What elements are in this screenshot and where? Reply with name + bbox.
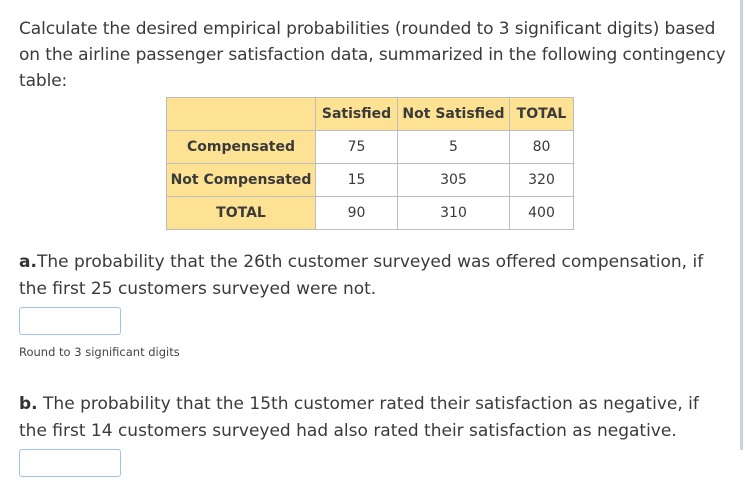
table-row-total: TOTAL 90 310 400	[166, 196, 574, 230]
cell-total-not-satisfied: 310	[397, 196, 510, 230]
question-a-letter: a.	[19, 252, 37, 272]
column-header-total: TOTAL	[509, 97, 574, 131]
cell-compensated-satisfied: 75	[315, 130, 398, 164]
cell-not-compensated-total: 320	[509, 163, 574, 197]
question-b-text: The probability that the 15th customer r…	[19, 394, 699, 441]
cell-grand-total: 400	[509, 196, 574, 230]
scroll-edge-divider	[740, 0, 743, 450]
answer-b-input[interactable]	[19, 449, 121, 477]
cell-total-satisfied: 90	[315, 196, 398, 230]
problem-intro: Calculate the desired empirical probabil…	[19, 19, 726, 91]
question-a-text: The probability that the 26th customer s…	[19, 252, 704, 299]
question-b: b. The probability that the 15th custome…	[19, 391, 724, 445]
table-row-not-compensated: Not Compensated 15 305 320	[166, 163, 574, 197]
column-header-not-satisfied: Not Satisfied	[397, 97, 510, 131]
answer-a-input[interactable]	[19, 307, 121, 335]
question-a: a.The probability that the 26th customer…	[19, 249, 724, 303]
answer-a-hint: Round to 3 significant digits	[19, 345, 180, 359]
cell-compensated-total: 80	[509, 130, 574, 164]
table-corner-cell	[166, 97, 316, 131]
row-header-total: TOTAL	[166, 196, 316, 230]
cell-not-compensated-not-satisfied: 305	[397, 163, 510, 197]
row-header-compensated: Compensated	[166, 130, 316, 164]
row-header-not-compensated: Not Compensated	[166, 163, 316, 197]
cell-compensated-not-satisfied: 5	[397, 130, 510, 164]
question-b-letter: b.	[19, 394, 38, 414]
table-header-row: Satisfied Not Satisfied TOTAL	[166, 97, 574, 131]
column-header-satisfied: Satisfied	[315, 97, 398, 131]
cell-not-compensated-satisfied: 15	[315, 163, 398, 197]
contingency-table: Satisfied Not Satisfied TOTAL Compensate…	[166, 97, 574, 230]
table-row-compensated: Compensated 75 5 80	[166, 130, 574, 164]
